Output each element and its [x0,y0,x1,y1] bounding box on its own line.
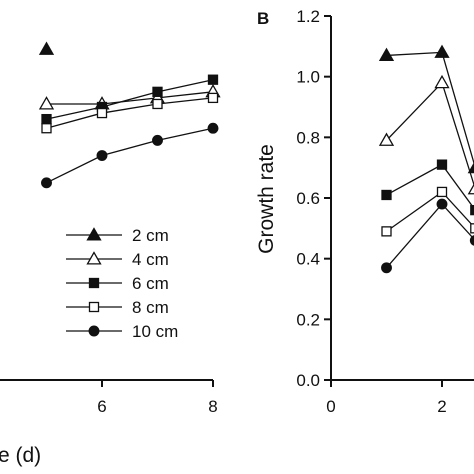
panel-a-point-10-cm-1 [96,150,108,161]
legend-item-2-cm: 2 cm [66,226,169,245]
legend-item-10-cm: 10 cm [66,322,178,341]
panel-b-y-tick-label-0.4: 0.4 [296,250,320,269]
panel-a-point-8-cm-0 [41,123,52,134]
panel-b-y-axis-label: Growth rate [255,144,278,254]
panel-a-x-tick-label-8: 8 [208,397,217,416]
panel-a-series-group [38,41,221,189]
panel-b-x-tick-label-0: 0 [326,397,335,416]
panel-b-point-2-cm-2 [467,162,474,174]
panel-a-line-4-cm [46,91,214,105]
panel-b-point-2-cm-0 [378,47,395,61]
panel-b-point-8-cm-1 [436,186,448,198]
panel-a-series-8-cm [41,92,219,134]
legend-label-8-cm: 8 cm [132,298,169,317]
panel-a-point-4-cm-0 [38,96,55,110]
panel-b-point-10-cm-1 [436,198,448,210]
panel-b-y-tick-label-0.0: 0.0 [296,371,320,390]
panel-b-point-10-cm-2 [469,235,474,246]
panel-b-y-tick-label-1.2: 1.2 [296,7,320,26]
panel-a-point-6-cm-0 [41,113,52,125]
panel-a-point-8-cm-1 [96,107,108,119]
legend-item-4-cm: 4 cm [66,250,169,269]
legend-item-6-cm: 6 cm [66,274,169,293]
panel-b-line-4-cm [386,81,474,187]
panel-b-series-6-cm [381,159,474,216]
panel-a-line-6-cm [46,79,214,120]
legend-marker-8-cm [88,301,100,313]
panel-b-series-10-cm [381,198,474,274]
panel-a-line-8-cm [46,97,214,129]
panel-b-line-2-cm [386,51,474,166]
panel-b-point-4-cm-2 [467,183,474,195]
panel-b-x-tick-label-2: 2 [437,397,446,416]
panel-b-series-2-cm [378,44,474,174]
panel-a-point-6-cm-3 [207,74,219,85]
panel-a-line-10-cm [46,127,214,184]
panel-b-point-8-cm-2 [470,223,474,234]
panel-a-point-6-cm-2 [152,86,163,97]
panel-b-point-6-cm-2 [470,204,474,216]
panel-b-y-tick-label-0.6: 0.6 [296,189,320,208]
panel-a-series-4-cm [38,84,221,110]
legend-item-8-cm: 8 cm [66,298,169,317]
panel-b-point-8-cm-0 [381,226,392,237]
legend-marker-6-cm [88,277,100,289]
panel-b-letter: B [257,9,269,28]
panel-b-y-tick-label-0.8: 0.8 [296,128,320,147]
panel-a-x-tick-label-6: 6 [97,397,106,416]
panel-a-point-2-cm-0 [38,41,55,55]
panel-b-point-6-cm-1 [436,159,448,170]
legend-label-4-cm: 4 cm [132,250,169,269]
panel-b-series-4-cm [378,74,474,195]
panel-b-point-4-cm-1 [434,74,450,89]
legend-label-10-cm: 10 cm [132,322,178,341]
panel-b-point-2-cm-1 [434,44,450,58]
panel-a-point-10-cm-0 [41,177,52,189]
panel-b-y-tick-label-1.0: 1.0 [296,68,320,87]
panel-a-series-6-cm [41,74,219,125]
legend-marker-2-cm [86,227,102,241]
panel-b-series-8-cm [381,186,474,237]
panel-a-point-10-cm-3 [207,122,219,134]
panel-b-y-ticks: 0.0 0.2 0.4 0.6 0.8 1.0 1.2 [296,7,331,390]
panel-b-series-group [378,44,474,274]
panel-a-legend: 2 cm 4 cm 6 cm 8 cm 10 cm [66,226,178,341]
panel-a-series-10-cm [41,122,219,189]
panel-b-point-4-cm-0 [378,132,395,146]
panel-b-line-10-cm [386,203,474,269]
panel-b-line-6-cm [386,163,474,210]
legend-marker-10-cm [88,325,100,337]
panel-a-point-8-cm-2 [152,98,163,110]
legend-label-6-cm: 6 cm [132,274,169,293]
panel-b-y-tick-label-0.2: 0.2 [296,310,320,329]
panel-a-point-8-cm-3 [207,92,219,104]
panel-b-point-6-cm-0 [381,189,392,201]
legend-marker-4-cm [86,251,102,265]
panel-a-x-axis-label: e (d) [0,444,41,467]
panel-a-point-10-cm-2 [152,134,163,146]
panel-b-point-10-cm-0 [381,262,392,274]
legend-label-2-cm: 2 cm [132,226,169,245]
panel-a-series-2-cm [38,41,55,55]
